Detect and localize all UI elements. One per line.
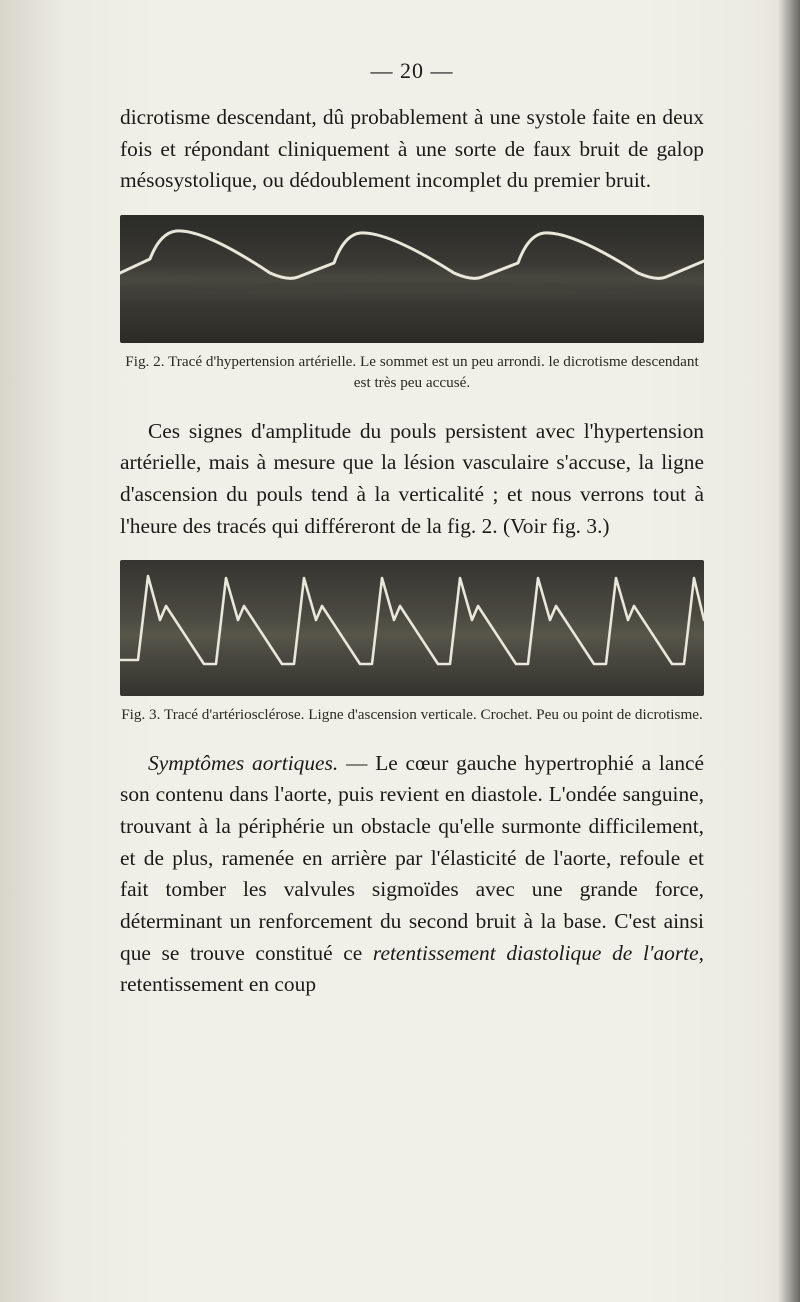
paragraph-3-inline-italic: retentissement diastolique de l'aorte [373,941,699,965]
paragraph-3: Symptômes aortiques. — Le cœur gauche hy… [120,748,704,1001]
figure-3-trace [120,560,704,696]
figure-3-caption: Fig. 3. Tracé d'artériosclérose. Ligne d… [120,704,704,725]
figure-2-caption: Fig. 2. Tracé d'hypertension artérielle.… [120,351,704,394]
paragraph-3-lead-italic: Symptômes aortiques. [148,751,338,775]
figure-2-path [120,231,704,278]
figure-2-trace [120,215,704,343]
figure-2 [120,215,704,343]
figure-3 [120,560,704,696]
paragraph-1: dicrotisme descendant, dû probablement à… [120,102,704,197]
page-number: — 20 — [120,58,704,84]
figure-3-path [120,576,704,664]
page-right-shadow [778,0,800,1302]
paragraph-3-body-a: — Le cœur gauche hypertrophié a lancé so… [120,751,704,965]
paragraph-2: Ces signes d'amplitude du pouls persiste… [120,416,704,543]
page: — 20 — dicrotisme descendant, dû probabl… [0,0,800,1302]
